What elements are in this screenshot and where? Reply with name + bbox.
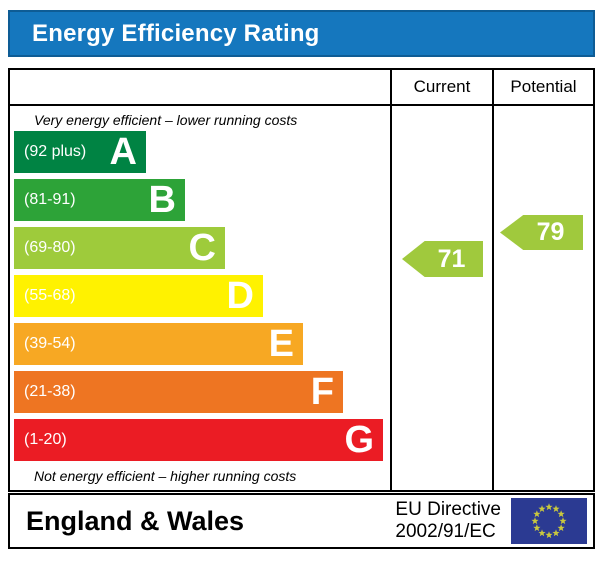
band-row: (21-38) F bbox=[14, 371, 343, 413]
header-divider bbox=[10, 104, 593, 106]
eu-directive-line1: EU Directive bbox=[395, 499, 501, 520]
band-row: (92 plus) A bbox=[14, 131, 146, 173]
band-range-label: (81-91) bbox=[24, 191, 76, 208]
current-rating-value: 71 bbox=[437, 244, 466, 273]
band-container: (92 plus) A (81-91) B (69-80) C (55-68) … bbox=[10, 70, 593, 490]
band-letter: G bbox=[344, 419, 374, 461]
rating-table: Current Potential Very energy efficient … bbox=[8, 68, 595, 492]
band-letter: D bbox=[226, 275, 254, 317]
band-letter: E bbox=[268, 323, 294, 365]
band-range-label: (39-54) bbox=[24, 335, 76, 352]
eu-directive-text: EU Directive 2002/91/EC bbox=[395, 499, 501, 543]
band-row: (55-68) D bbox=[14, 275, 263, 317]
band-range-label: (69-80) bbox=[24, 239, 76, 256]
title-bar: Energy Efficiency Rating bbox=[8, 10, 595, 57]
column-header-potential: Potential bbox=[510, 77, 577, 96]
potential-rating-value: 79 bbox=[536, 218, 565, 246]
band-row: (69-80) C bbox=[14, 227, 225, 269]
band-range-label: (21-38) bbox=[24, 383, 76, 400]
page-title: Energy Efficiency Rating bbox=[32, 19, 320, 47]
efficiency-note-top: Very energy efficient – lower running co… bbox=[34, 112, 298, 128]
band-range-label: (92 plus) bbox=[24, 143, 87, 160]
footer: England & Wales EU Directive 2002/91/EC bbox=[8, 493, 595, 549]
band-range-label: (1-20) bbox=[24, 431, 67, 448]
efficiency-note-bottom: Not energy efficient – higher running co… bbox=[34, 468, 297, 484]
band-letter: F bbox=[310, 371, 334, 413]
column-header-current: Current bbox=[413, 77, 471, 96]
eu-directive-line2: 2002/91/EC bbox=[395, 521, 496, 542]
band-letter: B bbox=[148, 179, 176, 221]
column-divider-potential bbox=[492, 70, 494, 490]
band-row: (39-54) E bbox=[14, 323, 303, 365]
band-row: (81-91) B bbox=[14, 179, 185, 221]
column-divider-current bbox=[390, 70, 392, 490]
band-letter: C bbox=[188, 227, 216, 269]
band-letter: A bbox=[109, 131, 137, 173]
band-row: (1-20) G bbox=[14, 419, 383, 461]
band-range-label: (55-68) bbox=[24, 287, 76, 304]
region-title: England & Wales bbox=[26, 505, 245, 536]
eu-flag-icon bbox=[511, 498, 587, 544]
